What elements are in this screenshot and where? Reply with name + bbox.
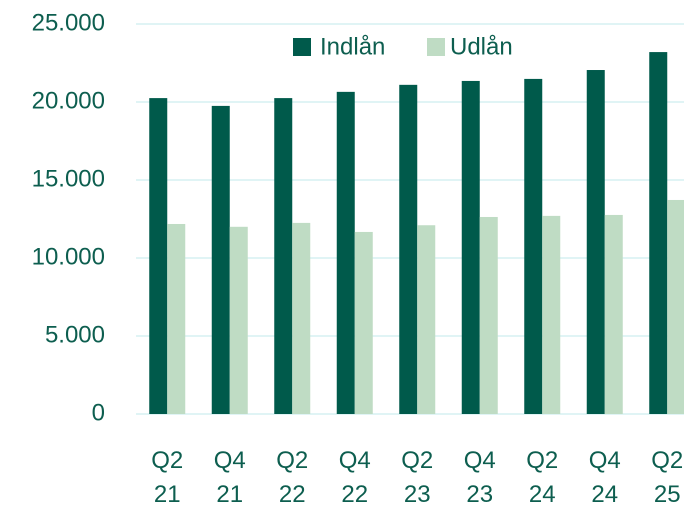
bar	[649, 52, 668, 415]
legend-label: Indlån	[320, 33, 385, 60]
x-tick-label: Q4 23	[464, 447, 496, 507]
x-tick-label: Q2 23	[401, 447, 433, 507]
legend-label: Udlån	[450, 33, 513, 60]
x-tick-label: Q2 21	[151, 447, 183, 507]
bar	[604, 214, 623, 414]
x-tick-label: Q2 24	[526, 447, 558, 507]
y-tick-label: 25.000	[32, 9, 105, 36]
legend-swatch	[293, 38, 311, 56]
bar	[167, 223, 186, 414]
bar	[274, 98, 293, 414]
x-tick-label: Q2 25	[651, 447, 683, 507]
bar	[399, 84, 418, 414]
y-tick-label: 0	[92, 399, 105, 426]
bar	[586, 70, 605, 415]
bar	[417, 225, 436, 414]
y-tick-label: 20.000	[32, 87, 105, 114]
bar	[229, 226, 248, 414]
x-tick-label: Q4 21	[214, 447, 246, 507]
bar	[524, 78, 543, 415]
bar	[292, 222, 311, 414]
y-tick-label: 5.000	[45, 321, 105, 348]
bar	[149, 98, 168, 414]
x-tick-label: Q4 22	[339, 447, 371, 507]
bar	[354, 231, 373, 414]
y-tick-label: 10.000	[32, 243, 105, 270]
legend-swatch	[427, 38, 445, 56]
bar	[667, 199, 684, 414]
x-tick-label: Q4 24	[589, 447, 621, 507]
bar	[461, 80, 480, 414]
bar	[542, 215, 561, 414]
bar	[479, 216, 498, 414]
bar	[336, 91, 355, 415]
bar	[211, 105, 230, 415]
x-tick-label: Q2 22	[276, 447, 308, 507]
y-tick-label: 15.000	[32, 165, 105, 192]
